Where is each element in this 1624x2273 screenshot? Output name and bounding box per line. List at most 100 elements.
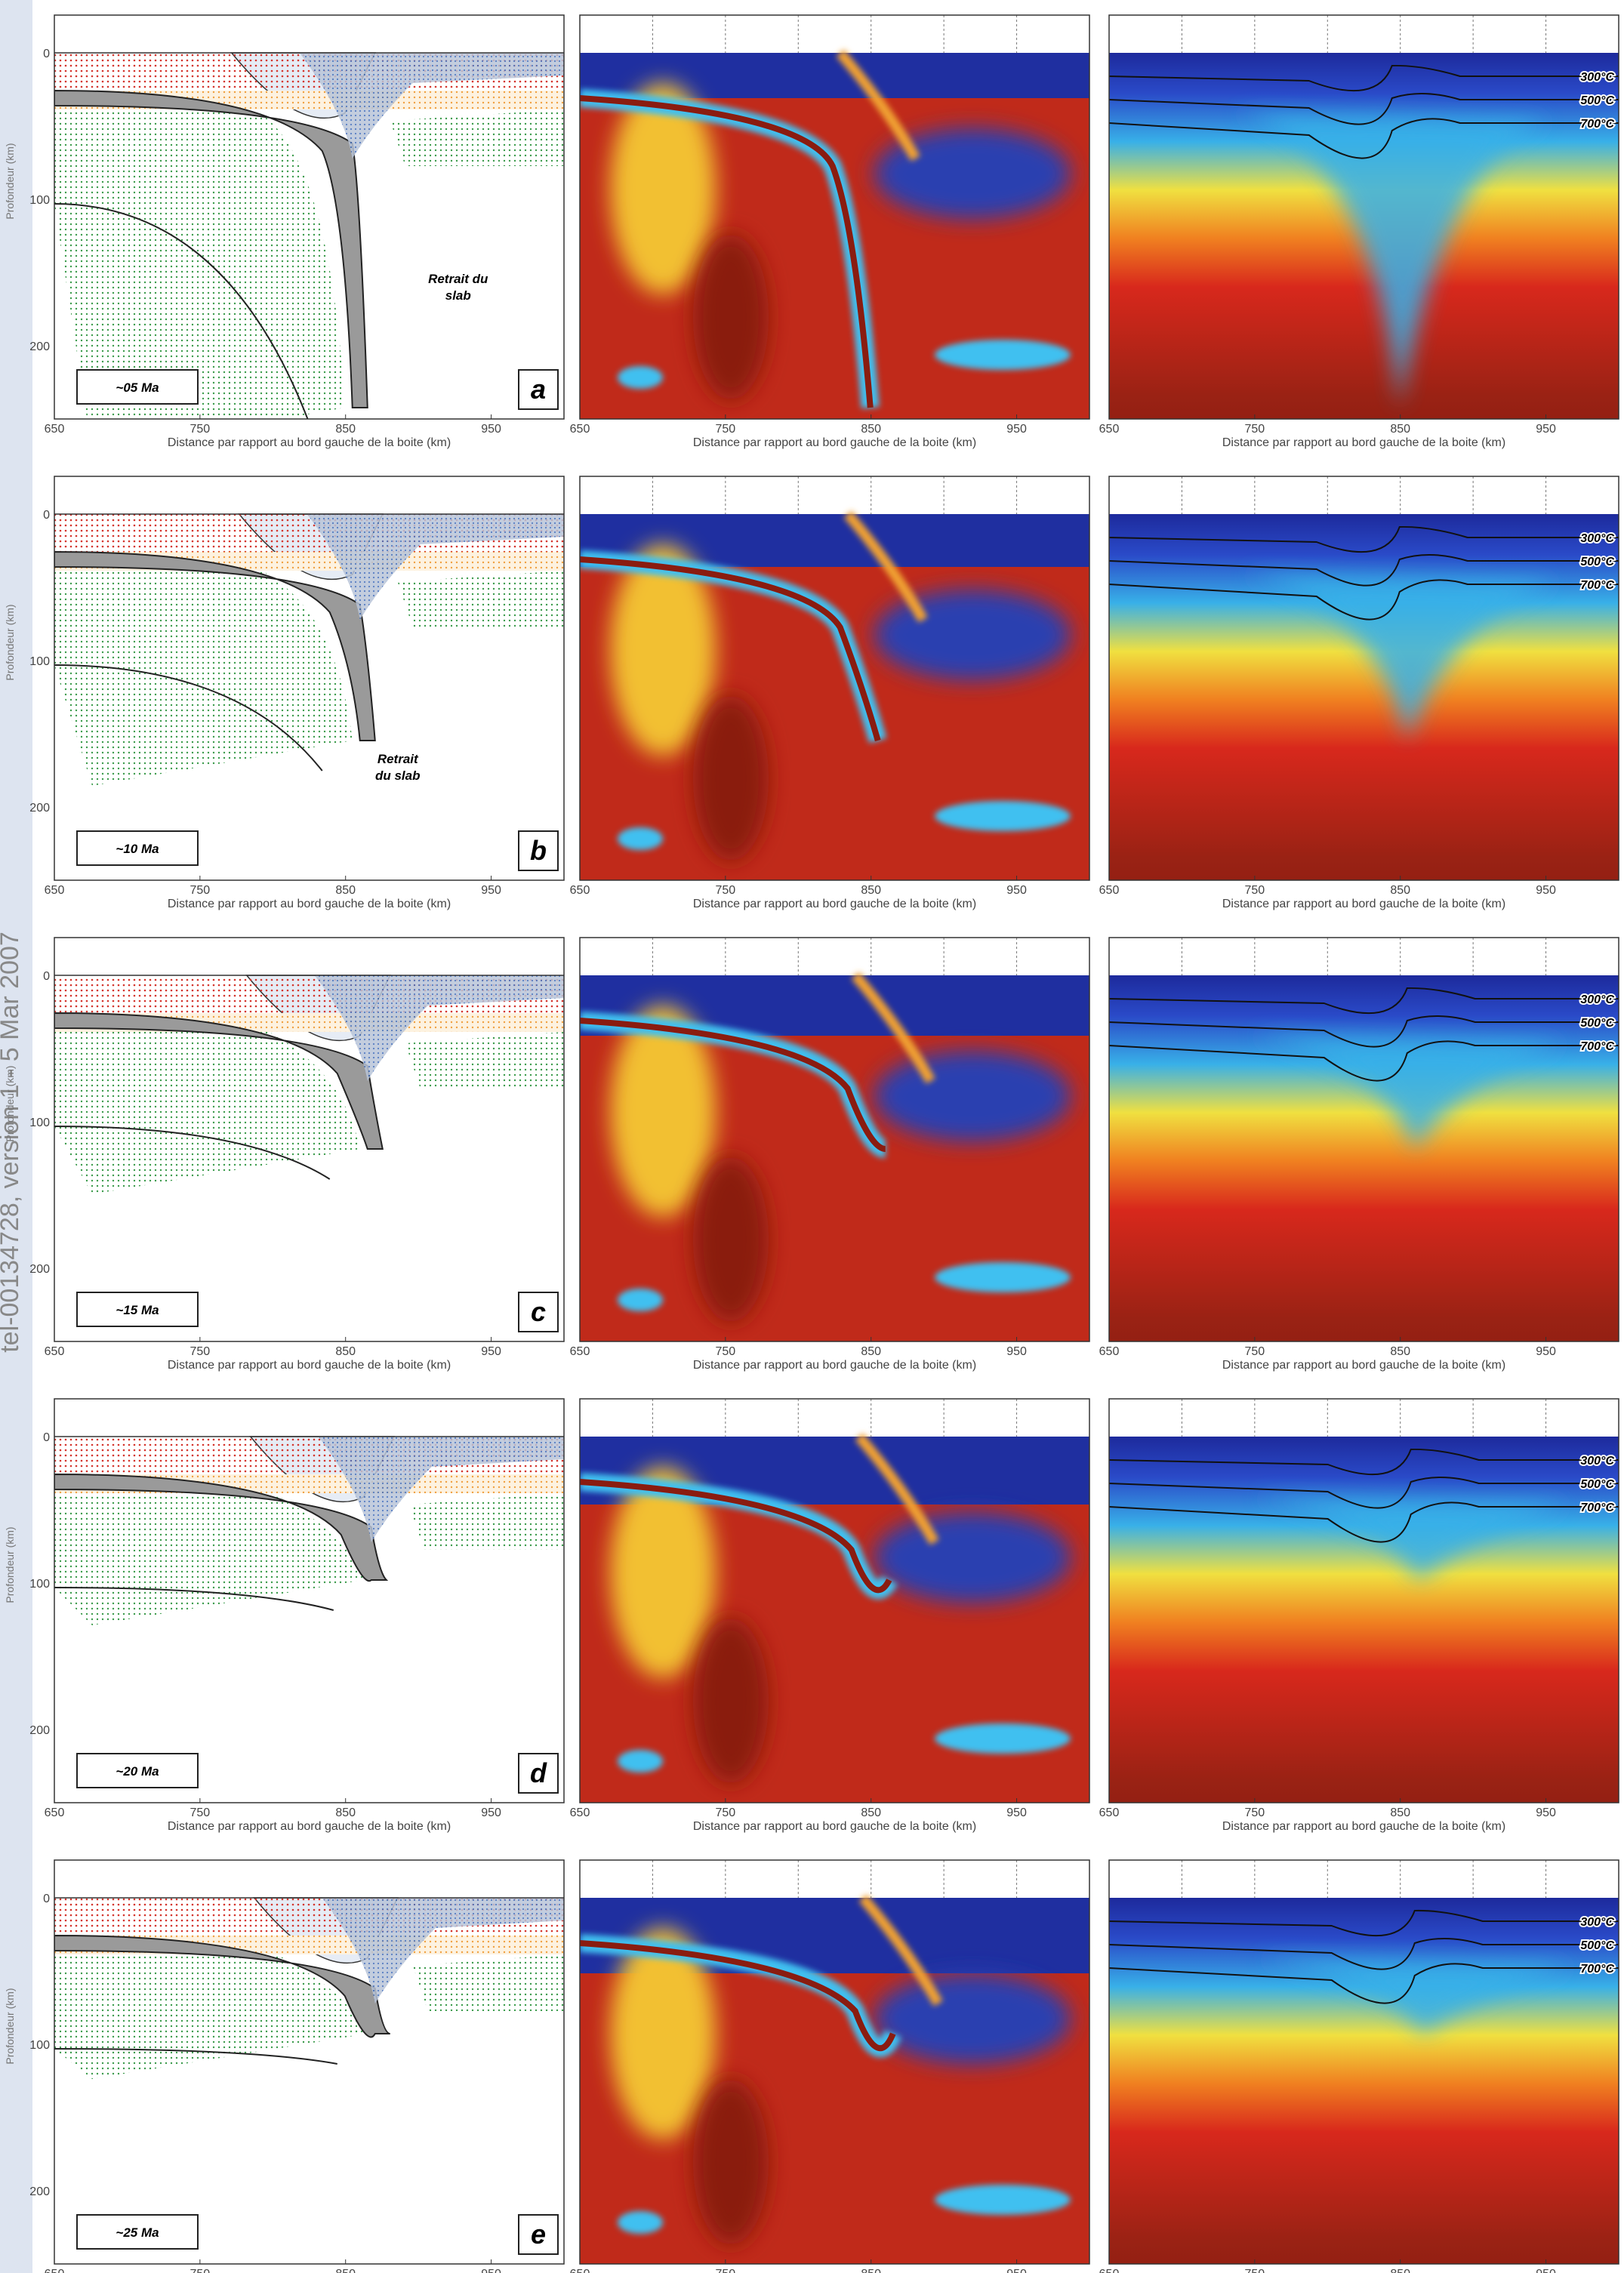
mantle [405, 1032, 564, 1089]
x-axis-label: Distance par rapport au bord gauche de l… [168, 898, 451, 910]
x-tick-label: 850 [335, 1345, 356, 1358]
panel-content [580, 15, 1089, 419]
isotherm [1109, 554, 1619, 587]
panel-letter: b [530, 835, 547, 866]
panel-content: ~15 Ma c [54, 938, 564, 1341]
isotherm [1109, 1448, 1619, 1476]
x-tick-label: 850 [335, 2268, 356, 2273]
letter-box [518, 830, 559, 871]
x-tick-label: 750 [716, 1806, 736, 1819]
wedge [322, 1898, 564, 2004]
slab [54, 89, 368, 408]
mantle [412, 1954, 564, 2011]
blob [693, 1157, 769, 1323]
isotherm [1109, 93, 1619, 125]
x-tick-label: 650 [1099, 2268, 1120, 2273]
x-tick-label: 650 [45, 884, 65, 897]
frame [1108, 476, 1619, 881]
x-tick-label: 950 [1536, 423, 1556, 436]
frame [54, 1398, 565, 1803]
isotherm-label: 700°C [1580, 579, 1614, 592]
isotherm [1109, 1909, 1619, 1937]
panel-content: 300°C 500°C 700°C [1109, 1399, 1619, 1803]
panel: ~20 Ma d 650 750 850 950 Distance par rapport … [4, 1398, 565, 1833]
mantle [54, 1032, 360, 1194]
panel-content: ~20 Ma d [54, 1399, 564, 1803]
isotherm-label: 300°C [1580, 1916, 1614, 1929]
y-tick-label: 0 [43, 1893, 50, 1905]
x-tick-label: 850 [335, 884, 356, 897]
isotherm-label: 500°C [1580, 1017, 1614, 1030]
isotherm-label: 300°C [1580, 71, 1614, 84]
isotherm-label: 500°C [1580, 1939, 1614, 1952]
y-tick-label: 0 [43, 48, 50, 60]
frame [579, 1859, 1090, 2265]
panel: 300°C 500°C 700°C 650 750 850 950 Distance par … [1099, 476, 1619, 910]
cold-tongue [1240, 574, 1558, 741]
background [1109, 514, 1619, 880]
x-tick-label: 750 [716, 2268, 736, 2273]
frame [579, 476, 1090, 881]
isotherm [1109, 1501, 1619, 1543]
blob [874, 1512, 1071, 1603]
mantle [408, 1493, 564, 1550]
y-axis-label: Profondeur (km) [4, 143, 16, 219]
blob [618, 2211, 663, 2234]
blob [935, 2185, 1071, 2215]
frame [54, 476, 565, 881]
blob [610, 544, 716, 756]
blob [610, 1467, 716, 1678]
panel: 650 750 850 950 Distance par rapport au bord… [570, 14, 1090, 449]
letter-box [518, 1753, 559, 1794]
blob [610, 1006, 716, 1217]
panel: ~05 Ma a Retrait du slab 650 750 850 950 Distanc… [4, 14, 565, 449]
shear-zone [858, 1894, 943, 2007]
y-tick-label: 100 [29, 1578, 50, 1591]
x-tick-label: 650 [1099, 423, 1120, 436]
x-tick-label: 850 [861, 2268, 881, 2273]
blob [693, 695, 769, 861]
panel: 300°C 500°C 700°C 650 750 850 950 Distance par … [1099, 1398, 1619, 1833]
x-tick-label: 650 [570, 1345, 590, 1358]
x-axis-label: Distance par rapport au bord gauche de l… [693, 1359, 976, 1372]
x-tick-label: 950 [481, 2268, 501, 2273]
x-tick-label: 850 [1390, 1806, 1410, 1819]
x-tick-label: 950 [481, 1345, 501, 1358]
x-axis-label: Distance par rapport au bord gauche de l… [1222, 436, 1505, 449]
y-tick-label: 100 [29, 655, 50, 668]
cold-tongue [1252, 1497, 1570, 1580]
wedge [299, 53, 564, 159]
blob [618, 366, 663, 389]
mantle [54, 1954, 368, 2079]
time-label: ~10 Ma [116, 842, 159, 856]
x-tick-label: 950 [481, 423, 501, 436]
mantle [54, 571, 353, 786]
isotherm-label: 700°C [1580, 118, 1614, 131]
shear-zone [843, 510, 928, 623]
mantle [54, 1493, 364, 1625]
letter-box [518, 1292, 559, 1332]
shear-zone [836, 49, 920, 162]
slab [54, 1473, 389, 1582]
blob [874, 1973, 1071, 2064]
isotherm-label: 500°C [1580, 1478, 1614, 1491]
x-axis-label: Distance par rapport au bord gauche de l… [168, 436, 451, 449]
x-tick-label: 750 [716, 423, 736, 436]
isotherm [1109, 1938, 1619, 1970]
y-tick-label: 0 [43, 970, 50, 983]
isotherm [1109, 525, 1619, 553]
x-axis-label: Distance par rapport au bord gauche de l… [1222, 1359, 1505, 1372]
background [1109, 975, 1619, 1341]
panel: ~15 Ma c 650 750 850 950 Distance par rapport … [4, 937, 565, 1372]
panel-content [580, 476, 1089, 880]
frame [1108, 937, 1619, 1342]
panel-letter: c [531, 1296, 546, 1327]
x-tick-label: 650 [570, 1806, 590, 1819]
mantle [390, 109, 564, 166]
time-box [76, 369, 199, 405]
x-tick-label: 750 [1245, 1806, 1265, 1819]
time-box [76, 1292, 199, 1327]
x-tick-label: 750 [190, 1345, 211, 1358]
background [1109, 1437, 1619, 1803]
